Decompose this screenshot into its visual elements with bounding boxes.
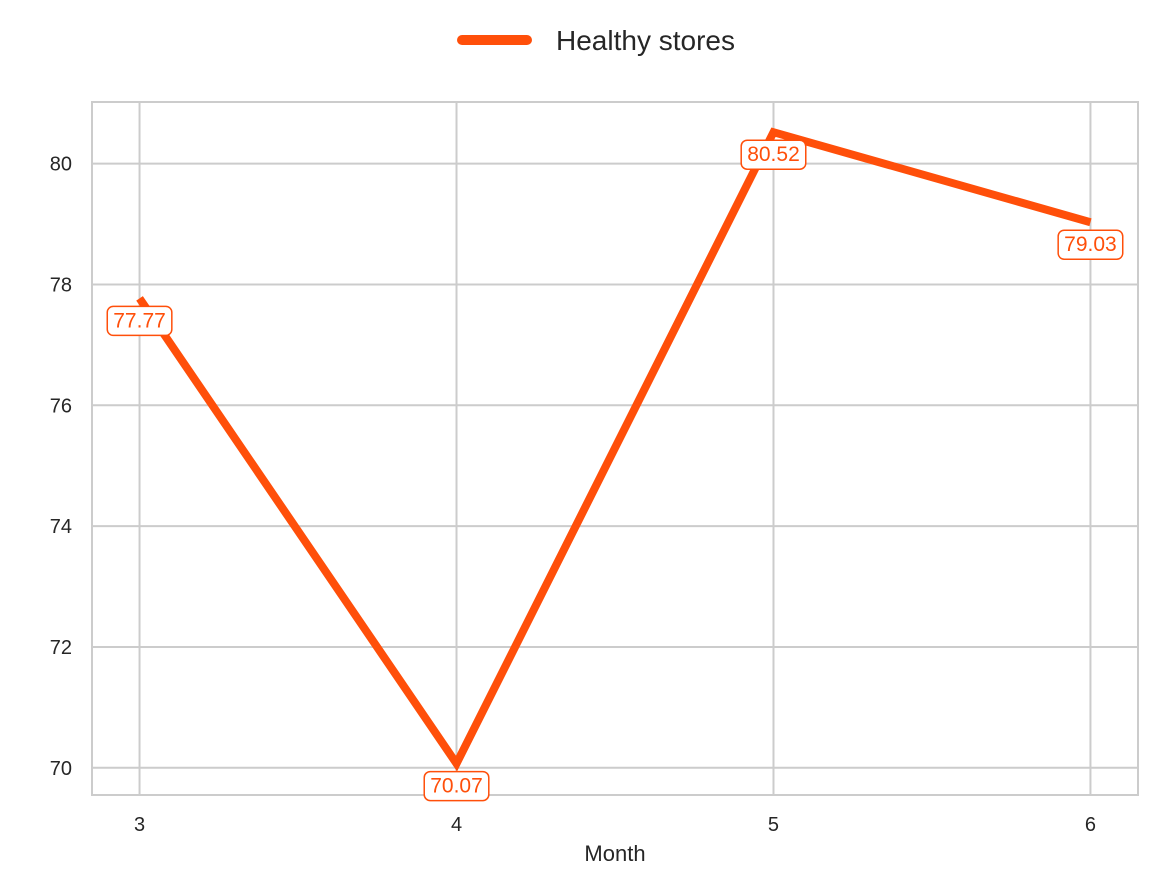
y-tick-label: 78 <box>50 274 72 296</box>
data-label-box <box>740 139 807 170</box>
data-label-text: 77.77 <box>113 309 166 332</box>
series-line-healthy-stores <box>136 127 1092 772</box>
legend-label-healthy-stores: Healthy stores <box>556 25 735 56</box>
y-tick-label: 72 <box>50 637 72 659</box>
x-tick-label: 6 <box>1085 814 1096 836</box>
x-axis-title: Month <box>584 841 645 866</box>
legend: Healthy stores <box>457 25 735 56</box>
data-label-text: 79.03 <box>1064 233 1117 256</box>
y-tick-label: 80 <box>50 154 72 176</box>
y-tick-label: 76 <box>50 395 72 417</box>
y-tick-label: 70 <box>50 758 72 780</box>
data-label: 77.77 <box>106 305 173 337</box>
x-tick-label: 3 <box>134 814 145 836</box>
data-label-box <box>106 305 173 337</box>
y-tick-label: 74 <box>50 516 72 538</box>
data-label-text: 80.52 <box>747 143 800 166</box>
plot-area-frame <box>91 101 1139 796</box>
tick-labels: 3 4 5 6 70 72 74 76 78 80 <box>50 154 1096 836</box>
x-tick-label: 4 <box>451 814 462 836</box>
data-label-box <box>423 770 490 802</box>
data-label: 79.03 <box>1057 229 1124 260</box>
data-label: 70.07 <box>423 770 490 802</box>
data-label: 80.52 <box>740 139 807 170</box>
data-labels: 77.77 70.07 80.52 79.03 <box>106 139 1124 802</box>
grid-lines <box>92 102 1138 795</box>
data-label-box <box>1057 229 1124 260</box>
series-lines <box>136 127 1092 772</box>
x-tick-label: 5 <box>768 814 779 836</box>
data-label-text: 70.07 <box>430 775 483 798</box>
